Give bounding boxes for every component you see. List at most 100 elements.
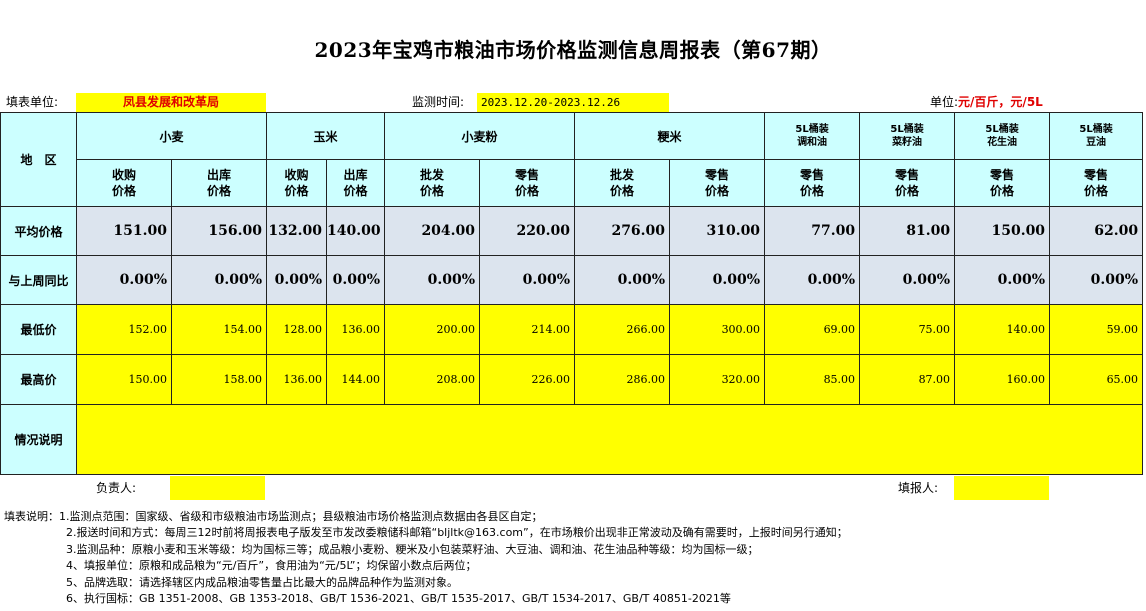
price-cell[interactable]: 0.00% (479, 255, 576, 305)
price-cell[interactable]: 0.00% (859, 255, 956, 305)
price-cell[interactable]: 286.00 (574, 354, 671, 405)
price-cell[interactable]: 132.00 (266, 206, 328, 256)
price-cell[interactable]: 220.00 (479, 206, 576, 256)
price-cell[interactable]: 144.00 (326, 354, 386, 405)
period-field[interactable]: 2023.12.20-2023.12.26 (477, 93, 669, 112)
table-row: 最高价 150.00 158.00 136.00 144.00 208.00 226.00 2… (0, 354, 1144, 405)
instruction-item: 2.报送时间和方式：每周三12时前将周报表电子版发至市发改委粮储科邮箱“bljl… (66, 526, 848, 540)
column-header: 零售 价格 (859, 159, 956, 207)
price-cell[interactable]: 0.00% (266, 255, 328, 305)
column-header: 收购 价格 (266, 159, 328, 207)
price-cell[interactable]: 0.00% (954, 255, 1051, 305)
price-cell[interactable]: 0.00% (76, 255, 172, 305)
period-value: 2023.12.20-2023.12.26 (481, 96, 621, 109)
price-cell[interactable]: 266.00 (574, 304, 671, 355)
column-header: 零售 价格 (954, 159, 1051, 207)
row-label: 与上周同比 (0, 255, 77, 305)
column-header: 出库 价格 (326, 159, 386, 207)
column-header: 批发 价格 (384, 159, 481, 207)
table-row: 平均价格 151.00 156.00 132.00 140.00 204.00 220.00… (0, 206, 1144, 256)
price-cell[interactable]: 140.00 (326, 206, 386, 256)
price-cell[interactable]: 0.00% (384, 255, 481, 305)
region-header: 地 区 (0, 112, 77, 207)
price-cell[interactable]: 69.00 (764, 304, 861, 355)
price-cell[interactable]: 128.00 (266, 304, 328, 355)
price-cell[interactable]: 154.00 (170, 304, 268, 355)
column-header: 零售 价格 (1049, 159, 1144, 207)
price-cell[interactable]: 0.00% (326, 255, 386, 305)
price-cell[interactable]: 0.00% (1049, 255, 1144, 305)
instruction-item: 3.监测品种：原粮小麦和玉米等级：均为国标三等；成品粮小麦粉、粳米及小包装菜籽油… (66, 542, 759, 556)
price-cell[interactable]: 62.00 (1049, 206, 1144, 256)
price-cell[interactable]: 200.00 (384, 304, 481, 355)
price-cell[interactable]: 136.00 (326, 304, 386, 355)
price-cell[interactable]: 0.00% (574, 255, 671, 305)
price-cell[interactable]: 276.00 (574, 206, 671, 256)
column-header: 收购 价格 (76, 159, 172, 207)
instruction-item: 6、执行国标：GB 1351-2008、GB 1353-2018、GB/T 15… (66, 591, 731, 605)
price-table: 地 区小麦 玉米 小麦粉 粳米 5L桶装 调和油 5L桶装 菜籽油 5L桶装 花生油 5L桶装… (0, 112, 1144, 475)
filler-label: 填表单位: (6, 95, 59, 109)
price-cell[interactable]: 320.00 (669, 354, 766, 405)
price-cell[interactable]: 77.00 (764, 206, 861, 256)
price-cell[interactable]: 208.00 (384, 354, 481, 405)
column-header: 零售 价格 (669, 159, 766, 207)
column-header: 批发 价格 (574, 159, 671, 207)
price-cell[interactable]: 152.00 (76, 304, 172, 355)
group-header: 小麦 (75, 112, 268, 160)
price-cell[interactable]: 160.00 (954, 354, 1051, 405)
price-cell[interactable]: 204.00 (384, 206, 481, 256)
instruction-item: 1.监测点范围：国家级、省级和市级粮油市场监测点；县级粮油市场价格监测点数据由各… (59, 510, 543, 523)
price-cell[interactable]: 156.00 (170, 206, 268, 256)
price-cell[interactable]: 300.00 (669, 304, 766, 355)
remarks-label: 情况说明 (0, 404, 77, 475)
price-cell[interactable]: 140.00 (954, 304, 1051, 355)
period-label: 监测时间: (412, 95, 465, 109)
reporter-label: 填报人: (898, 481, 939, 495)
unit-label: 单位: (930, 95, 959, 109)
price-cell[interactable]: 136.00 (266, 354, 328, 405)
group-header: 玉米 (266, 112, 386, 160)
price-cell[interactable]: 65.00 (1049, 354, 1144, 405)
price-cell[interactable]: 151.00 (76, 206, 172, 256)
column-header: 零售 价格 (764, 159, 861, 207)
price-cell[interactable]: 75.00 (859, 304, 956, 355)
row-label: 最低价 (0, 304, 77, 355)
page-title: 2023年宝鸡市粮油市场价格监测信息周报表（第67期） (314, 38, 832, 62)
price-cell[interactable]: 226.00 (479, 354, 576, 405)
remarks-field[interactable] (75, 404, 1144, 475)
price-cell[interactable]: 150.00 (76, 354, 172, 405)
price-cell[interactable]: 158.00 (170, 354, 268, 405)
group-header: 5L桶装 花生油 (954, 112, 1051, 160)
group-header: 5L桶装 调和油 (764, 112, 861, 160)
instruction-item: 4、填报单位：原粮和成品粮为“元/百斤”，食用油为“元/5L”；均保留小数点后两… (66, 559, 477, 573)
price-cell[interactable]: 0.00% (764, 255, 861, 305)
table-row: 最低价 152.00 154.00 128.00 136.00 200.00 214.00 2… (0, 304, 1144, 355)
price-cell[interactable]: 85.00 (764, 354, 861, 405)
instructions: 填表说明：1.监测点范围：国家级、省级和市级粮油市场监测点；县级粮油市场价格监测… (4, 509, 848, 607)
group-header: 粳米 (574, 112, 766, 160)
row-label: 最高价 (0, 354, 77, 405)
price-cell[interactable]: 87.00 (859, 354, 956, 405)
price-cell[interactable]: 59.00 (1049, 304, 1144, 355)
group-header: 5L桶装 菜籽油 (859, 112, 956, 160)
principal-label: 负责人: (96, 481, 137, 495)
column-header: 零售 价格 (479, 159, 576, 207)
instruction-item: 5、品牌选取：请选择辖区内成品粮油零售量占比最大的品牌品种作为监测对象。 (66, 575, 458, 589)
unit-display: 单位:元/百斤，元/5L (930, 93, 1140, 112)
unit-value: 元/百斤，元/5L (958, 95, 1043, 109)
price-cell[interactable]: 0.00% (170, 255, 268, 305)
row-label: 平均价格 (0, 206, 77, 256)
price-cell[interactable]: 310.00 (669, 206, 766, 256)
group-header: 5L桶装 豆油 (1049, 112, 1144, 160)
group-header: 小麦粉 (384, 112, 576, 160)
filler-value: 凤县发展和改革局 (122, 95, 219, 109)
reporter-field[interactable] (954, 476, 1049, 500)
principal-field[interactable] (170, 476, 265, 500)
price-cell[interactable]: 214.00 (479, 304, 576, 355)
price-cell[interactable]: 0.00% (669, 255, 766, 305)
price-cell[interactable]: 150.00 (954, 206, 1051, 256)
price-cell[interactable]: 81.00 (859, 206, 956, 256)
table-row: 与上周同比 0.00% 0.00% 0.00% 0.00% 0.00% 0.00% 0.00%… (0, 255, 1144, 305)
filler-field[interactable]: 凤县发展和改革局 (76, 93, 266, 112)
